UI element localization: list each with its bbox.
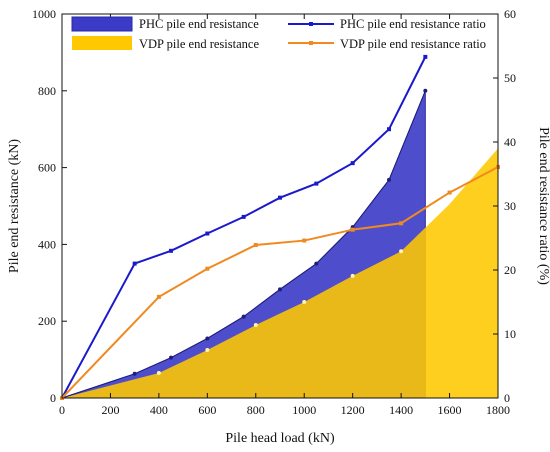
y-left-tick-label: 0 [50,391,56,405]
x-tick-label: 1600 [438,403,462,417]
phc-ratio-point [387,127,391,132]
vdp-area-point [350,273,355,278]
vdp-area-point [205,348,210,352]
legend-label-vdp-ratio: VDP pile end resistance ratio [340,37,486,51]
legend: PHC pile end resistance VDP pile end resi… [71,16,486,51]
y-right-tick-label: 50 [504,71,516,85]
x-axis-label: Pile head load (kN) [225,431,335,446]
x-tick-label: 200 [101,403,119,417]
phc-ratio-point [423,54,428,59]
vdp-ratio-point [302,238,307,243]
legend-marker-phc-ratio [309,22,313,26]
vdp-area-point [253,323,258,328]
phc-area-point [169,355,173,360]
x-tick-label: 1400 [389,403,413,417]
phc-ratio-point [314,181,319,186]
line-layer [60,54,500,400]
legend-marker-vdp-ratio [309,41,313,45]
phc-area-point [132,371,137,376]
phc-ratio-point [169,248,173,253]
y-right-tick-label: 10 [504,327,516,341]
vdp-ratio-point [350,227,355,232]
vdp-ratio-point [447,190,452,195]
vdp-area [62,148,498,398]
x-tick-label: 1800 [486,403,510,417]
x-tick-label: 0 [59,403,65,417]
phc-area-point [423,88,428,93]
y-right-tick-label: 60 [504,7,516,21]
y-left-tick-label: 400 [38,237,56,251]
y-right-tick-label: 20 [504,263,516,277]
vdp-area-point [302,300,307,304]
phc-area-point [205,336,210,341]
phc-area-point [387,177,391,182]
phc-area-outline [61,90,426,399]
legend-label-phc-ratio: PHC pile end resistance ratio [340,17,486,31]
y-left-tick-label: 1000 [32,7,56,21]
vdp-ratio-point [156,294,161,299]
legend-label-vdp-area: VDP pile end resistance [139,37,259,51]
y-left-tick-label: 800 [38,84,56,98]
phc-area-point [241,314,246,319]
y-right-tick-label: 30 [504,199,516,213]
y-right-tick-label: 0 [504,391,510,405]
area-layer [61,90,498,399]
phc-ratio-point [132,261,137,266]
y-axis-right-label: Pile end resistance ratio (%) [536,127,550,285]
axes-layer: 0 200 400 600 800 1000 1200 1400 1600 18000200400… [32,7,516,417]
y-axis-left-label: Pile end resistance (kN) [7,139,22,273]
x-tick-label: 1000 [292,403,316,417]
phc-ratio-line [61,56,427,399]
y-left-tick-label: 200 [38,314,56,328]
phc-ratio-point [278,195,282,200]
x-tick-label: 600 [198,403,216,417]
phc-ratio-point [205,231,210,236]
phc-area-point [314,261,319,266]
legend-swatch-phc-area [71,16,133,32]
vdp-ratio-point [205,266,210,271]
vdp-ratio-point [399,221,404,226]
phc-ratio-point [241,214,246,219]
y-left-tick-label: 600 [38,161,56,175]
vdp-area-point [156,371,161,376]
vdp-area-point [399,249,404,254]
x-tick-label: 800 [247,403,265,417]
phc-ratio-point [350,161,355,166]
x-tick-label: 400 [150,403,168,417]
legend-swatch-vdp-area [72,36,132,50]
legend-label-phc-area: PHC pile end resistance [139,17,259,31]
y-right-tick-label: 40 [504,135,516,149]
phc-area-point [278,287,282,292]
vdp-ratio-point [253,243,258,248]
x-tick-label: 1200 [341,403,365,417]
